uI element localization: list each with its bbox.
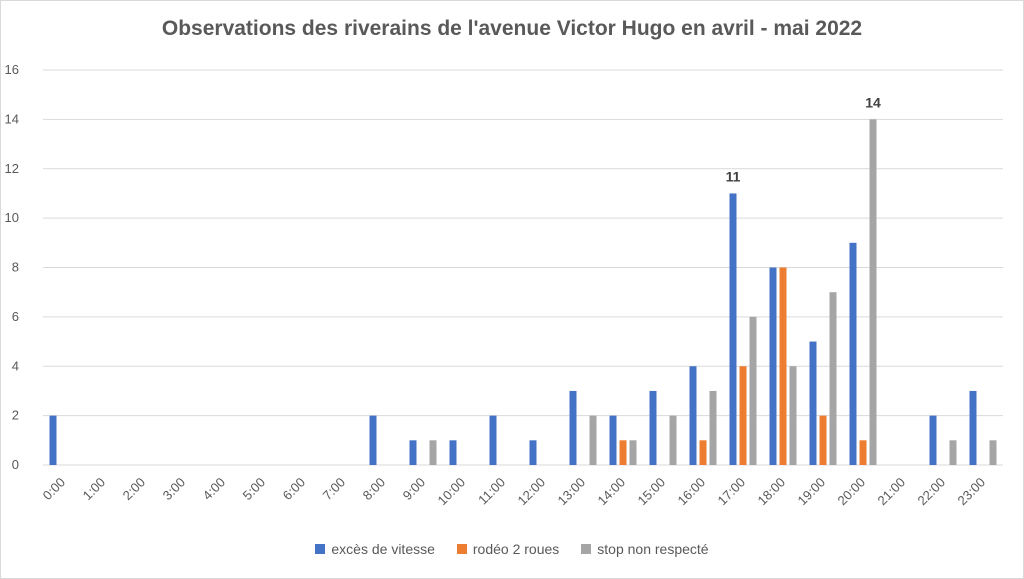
bar bbox=[729, 193, 737, 465]
y-tick-label: 0 bbox=[12, 457, 19, 472]
chart-plot: 0 2 4 6 8 10 12 14 16 0:00 1:00 2:00 3:00 4:00 5:00 6:0… bbox=[5, 62, 1003, 509]
legend-swatch bbox=[315, 544, 326, 554]
data-label: 11 bbox=[726, 168, 741, 184]
x-tick-label: 19:00 bbox=[795, 475, 829, 509]
x-tick-label: 1:00 bbox=[80, 475, 109, 504]
x-tick-label: 23:00 bbox=[955, 475, 989, 509]
x-tick-label: 15:00 bbox=[635, 475, 669, 509]
bar bbox=[449, 440, 457, 465]
x-tick-label: 16:00 bbox=[675, 475, 709, 509]
y-tick-label: 12 bbox=[5, 161, 19, 176]
bar bbox=[929, 415, 937, 465]
chart-title: Observations des riverains de l'avenue V… bbox=[161, 17, 863, 40]
x-tick-label: 14:00 bbox=[595, 475, 629, 509]
bar bbox=[949, 440, 957, 465]
y-tick-label: 10 bbox=[5, 210, 19, 225]
x-tick-label: 5:00 bbox=[240, 475, 269, 504]
bar bbox=[829, 292, 837, 465]
y-tick-label: 2 bbox=[12, 408, 19, 423]
x-tick-label: 10:00 bbox=[435, 475, 469, 509]
bar bbox=[429, 440, 437, 465]
bar bbox=[529, 440, 537, 465]
bar bbox=[699, 440, 707, 465]
bar bbox=[409, 440, 417, 465]
legend-swatch bbox=[456, 544, 467, 554]
bar bbox=[489, 415, 497, 465]
x-tick-label: 8:00 bbox=[360, 475, 389, 504]
bar bbox=[689, 366, 697, 465]
x-tick-label: 11:00 bbox=[475, 475, 508, 508]
x-tick-label: 13:00 bbox=[555, 475, 589, 509]
bar bbox=[739, 366, 747, 465]
bar bbox=[769, 267, 777, 465]
x-tick-label: 0:00 bbox=[40, 475, 69, 504]
bar bbox=[779, 267, 787, 465]
legend-item: stop non respecté bbox=[581, 541, 709, 557]
x-tick-label: 2:00 bbox=[120, 475, 149, 504]
legend-label: rodéo 2 roues bbox=[472, 541, 560, 557]
legend-swatch bbox=[581, 544, 592, 554]
bar bbox=[869, 119, 877, 465]
bar bbox=[859, 440, 867, 465]
y-tick-label: 6 bbox=[12, 309, 19, 324]
x-tick-label: 3:00 bbox=[160, 475, 189, 504]
y-tick-label: 16 bbox=[5, 62, 19, 77]
bar bbox=[849, 242, 857, 465]
x-tick-label: 9:00 bbox=[400, 475, 429, 504]
x-tick-label: 17:00 bbox=[715, 475, 749, 509]
bar bbox=[589, 415, 597, 465]
chart-legend: excès de vitesse rodéo 2 roues stop non re… bbox=[1, 541, 1023, 557]
legend-label: stop non respecté bbox=[597, 541, 709, 557]
x-tick-label: 18:00 bbox=[755, 475, 789, 509]
legend-item: excès de vitesse bbox=[315, 541, 435, 557]
y-tick-label: 14 bbox=[5, 111, 19, 126]
x-tick-label: 20:00 bbox=[835, 475, 869, 509]
bar bbox=[629, 440, 637, 465]
x-tick-label: 21:00 bbox=[875, 475, 909, 509]
bar bbox=[819, 415, 827, 465]
data-label: 14 bbox=[865, 94, 881, 110]
bar bbox=[619, 440, 627, 465]
legend-label: excès de vitesse bbox=[331, 541, 435, 557]
bar bbox=[989, 440, 997, 465]
bar bbox=[749, 316, 757, 465]
bar bbox=[569, 390, 577, 465]
y-tick-label: 8 bbox=[12, 260, 19, 275]
bar bbox=[809, 341, 817, 465]
x-tick-label: 6:00 bbox=[280, 475, 309, 504]
bar bbox=[669, 415, 677, 465]
x-tick-label: 12:00 bbox=[515, 475, 549, 509]
bar bbox=[649, 390, 657, 465]
y-tick-label: 4 bbox=[12, 358, 19, 373]
bar bbox=[789, 366, 797, 465]
x-tick-label: 7:00 bbox=[320, 475, 349, 504]
bar bbox=[49, 415, 57, 465]
x-tick-label: 4:00 bbox=[200, 475, 229, 504]
bar bbox=[369, 415, 377, 465]
legend-item: rodéo 2 roues bbox=[456, 541, 560, 557]
bar bbox=[709, 390, 717, 465]
bar bbox=[609, 415, 617, 465]
x-tick-label: 22:00 bbox=[915, 475, 949, 509]
bar bbox=[969, 390, 977, 465]
